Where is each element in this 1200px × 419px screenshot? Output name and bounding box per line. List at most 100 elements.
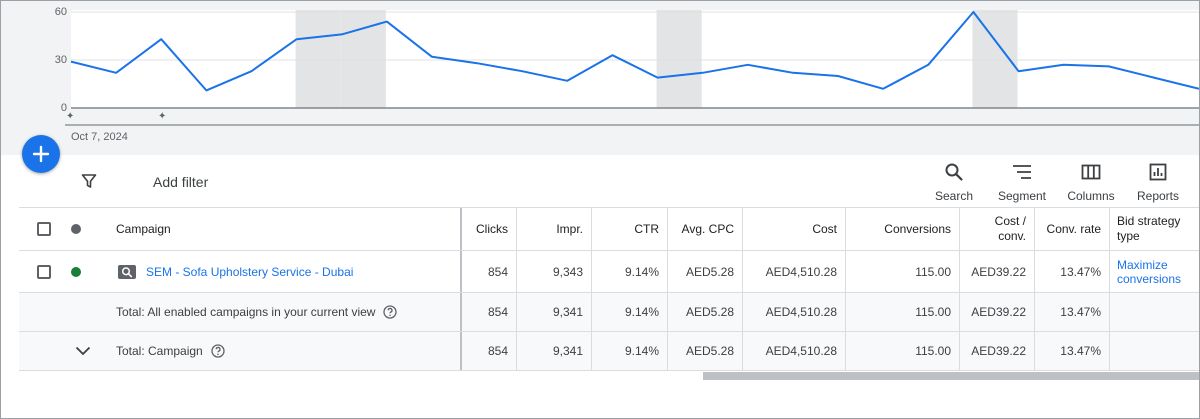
status-dot-icon <box>71 224 81 234</box>
conversions-cell: 115.00 <box>915 305 951 319</box>
data-point-9 <box>475 61 479 65</box>
help-icon[interactable] <box>383 305 398 319</box>
impr-cell: 9,341 <box>552 305 583 319</box>
data-point-23 <box>1107 64 1111 68</box>
bid-strategy-line1: Maximize <box>1117 257 1168 272</box>
y-tick-60: 60 <box>54 6 67 18</box>
ctr-cell: 9.14% <box>624 305 659 319</box>
avg-cpc-cell: AED5.28 <box>685 305 734 319</box>
row-checkbox[interactable] <box>37 251 51 292</box>
total-enabled-label: Total: All enabled campaigns in your cur… <box>116 305 376 319</box>
columns-label: Columns <box>1067 189 1115 203</box>
cost-column-header[interactable]: Cost <box>812 222 837 236</box>
data-point-14 <box>701 71 705 75</box>
campaign-name-link[interactable]: SEM - Sofa Upholstery Service - Dubai <box>146 264 354 279</box>
cost-per-conv-header-line1: Cost / <box>994 214 1026 228</box>
data-point-7 <box>385 20 389 24</box>
impr-column-header[interactable]: Impr. <box>556 222 583 236</box>
horizontal-scrollbar[interactable] <box>703 372 1199 380</box>
clicks-cell: 854 <box>487 344 508 358</box>
bid-strategy-line2: conversions <box>1117 271 1182 286</box>
ctr-cell: 9.14% <box>624 344 659 358</box>
data-point-0 <box>69 60 73 64</box>
status-indicator[interactable] <box>71 251 81 292</box>
conv-rate-column-header[interactable]: Conv. rate <box>1046 222 1101 236</box>
select-all-checkbox[interactable] <box>37 208 51 250</box>
segment-icon <box>1012 161 1032 183</box>
enabled-status-dot-icon <box>71 266 81 277</box>
data-point-15 <box>746 63 750 67</box>
clicks-cell: 854 <box>487 264 508 279</box>
chevron-down-icon[interactable] <box>75 332 91 370</box>
data-point-13 <box>656 76 660 80</box>
data-point-21 <box>1017 69 1021 73</box>
clicks-cell: 854 <box>487 305 508 319</box>
create-button[interactable] <box>22 135 60 173</box>
status-column-header[interactable] <box>71 208 81 250</box>
segment-button[interactable]: Segment <box>994 161 1050 205</box>
total-enabled-row: Total: All enabled campaigns in your cur… <box>19 293 1199 332</box>
conversions-column-header[interactable]: Conversions <box>884 222 951 236</box>
bid-strategy-column-header[interactable]: Bid strategy type <box>1117 208 1199 250</box>
filter-toolbar: Add filter Search Segment Columns <box>19 155 1199 208</box>
y-tick-0: 0 <box>60 102 67 114</box>
data-point-20 <box>971 10 975 14</box>
search-icon <box>944 161 964 183</box>
table-header-row: Campaign Clicks Impr. CTR Avg. CPC Cost … <box>19 208 1199 251</box>
total-campaign-row: Total: Campaign 854 9,341 9.14% AED5.28 … <box>19 332 1199 371</box>
cost-per-conv-column-header[interactable]: Cost / conv. <box>960 208 1034 250</box>
performance-chart: 60 30 0 ✦ ✦ Oct 7, 2024 <box>1 1 1199 155</box>
help-icon[interactable] <box>211 344 225 358</box>
total-enabled-label-wrap: Total: All enabled campaigns in your cur… <box>116 293 398 331</box>
columns-button[interactable]: Columns <box>1064 161 1118 205</box>
data-point-8 <box>430 55 434 59</box>
reports-button[interactable]: Reports <box>1133 161 1183 205</box>
segment-label: Segment <box>997 189 1047 203</box>
total-campaign-label: Total: Campaign <box>116 344 203 358</box>
cost-cell: AED4,510.28 <box>765 305 837 319</box>
campaign-table-panel: Add filter Search Segment Columns <box>19 155 1199 418</box>
funnel-icon[interactable] <box>81 173 97 194</box>
avg-cpc-cell: AED5.28 <box>685 344 734 358</box>
cost-per-conv-cell: AED39.22 <box>971 305 1026 319</box>
shaded-band-1 <box>340 10 386 108</box>
bid-strategy-header-line1: Bid strategy <box>1117 214 1181 228</box>
cost-per-conv-cell: AED39.22 <box>971 264 1026 279</box>
impr-cell: 9,341 <box>552 344 583 358</box>
conv-rate-cell: 13.47% <box>1060 264 1101 279</box>
search-button[interactable]: Search <box>929 161 979 205</box>
data-point-1 <box>114 71 118 75</box>
clicks-column-header[interactable]: Clicks <box>476 222 508 236</box>
data-point-19 <box>926 63 930 67</box>
search-label: Search <box>934 189 974 203</box>
data-point-16 <box>791 71 795 75</box>
ctr-column-header[interactable]: CTR <box>634 222 659 236</box>
reports-label: Reports <box>1136 189 1180 203</box>
table-row[interactable]: SEM - Sofa Upholstery Service - Dubai 85… <box>19 251 1199 293</box>
plus-icon <box>32 145 50 163</box>
sparkle-icon[interactable]: ✦ <box>66 111 75 122</box>
conversions-cell: 115.00 <box>915 264 951 279</box>
data-point-10 <box>520 69 524 73</box>
conv-rate-cell: 13.47% <box>1060 344 1101 358</box>
columns-icon <box>1081 161 1101 183</box>
data-point-2 <box>159 37 163 41</box>
bid-strategy-header-line2: type <box>1117 229 1140 243</box>
add-filter-button[interactable]: Add filter <box>153 174 209 190</box>
campaign-column-header[interactable]: Campaign <box>116 222 171 236</box>
cost-per-conv-header-line2: conv. <box>998 229 1026 243</box>
plot-background <box>71 10 1199 108</box>
avg-cpc-column-header[interactable]: Avg. CPC <box>681 222 734 236</box>
data-point-22 <box>1062 63 1066 67</box>
reports-icon <box>1149 161 1167 183</box>
data-point-6 <box>340 32 344 36</box>
ctr-cell: 9.14% <box>624 264 659 279</box>
shaded-band-3 <box>972 10 1018 108</box>
sparkle-icon[interactable]: ✦ <box>158 111 167 122</box>
conversions-cell: 115.00 <box>915 344 951 358</box>
bid-strategy-link[interactable]: Maximize conversions <box>1117 251 1199 292</box>
total-campaign-label-wrap: Total: Campaign <box>116 332 225 370</box>
cost-cell: AED4,510.28 <box>765 264 837 279</box>
conv-rate-cell: 13.47% <box>1060 305 1101 319</box>
